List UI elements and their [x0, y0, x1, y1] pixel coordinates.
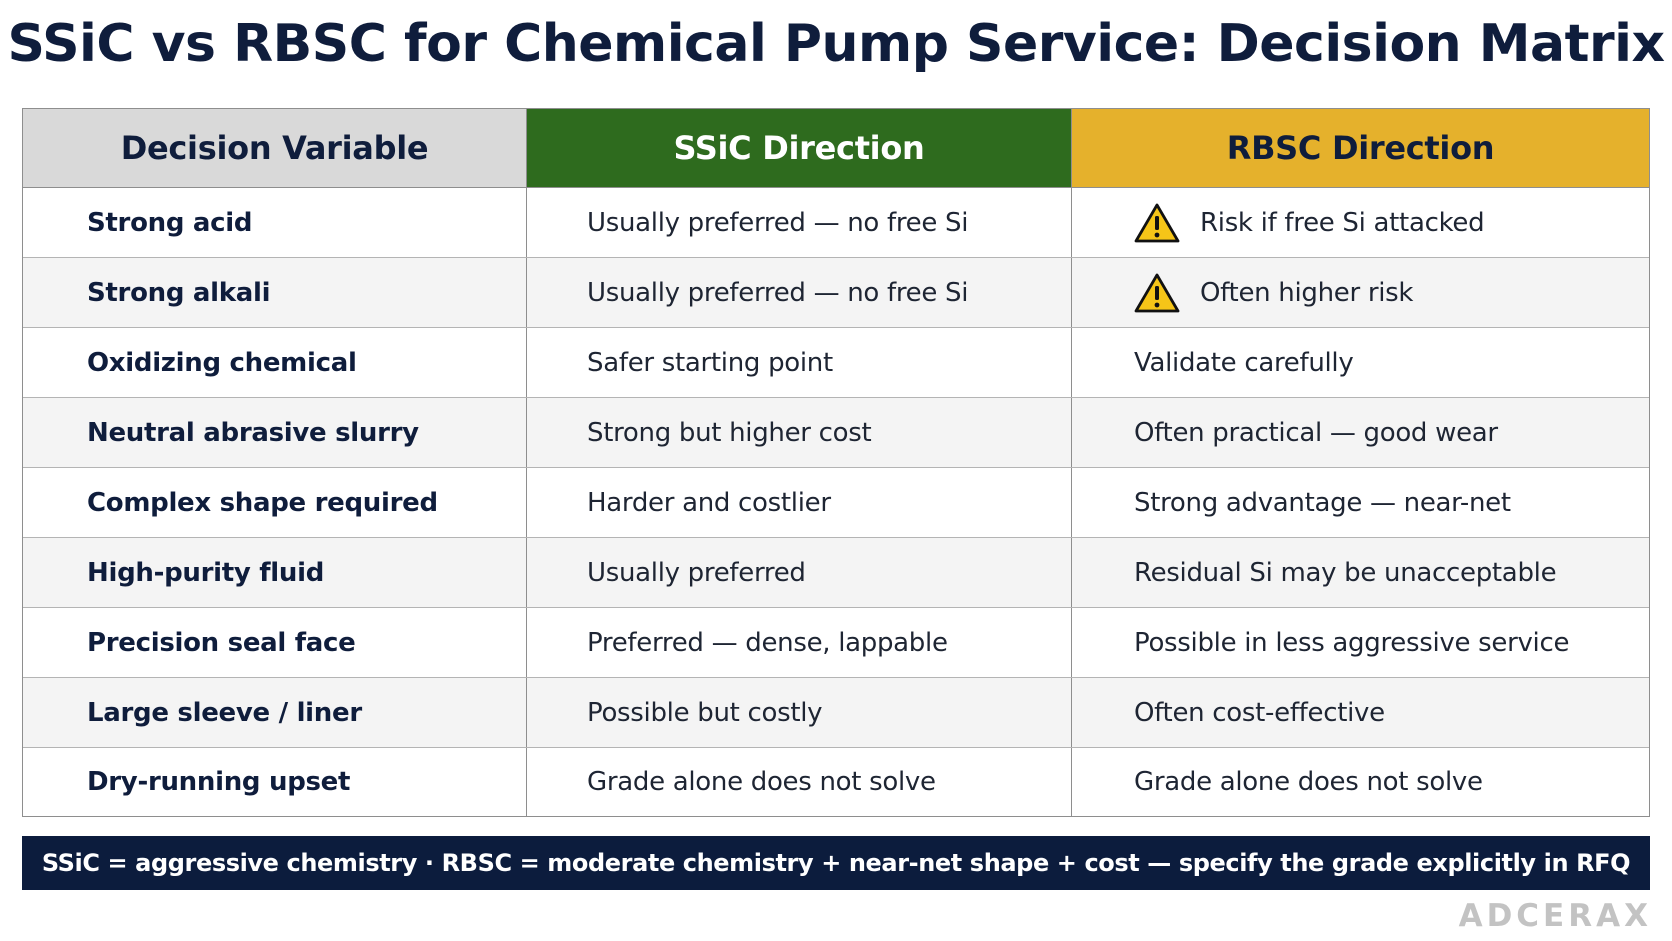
ssic-direction-cell: Possible but costly: [527, 678, 1072, 747]
header-ssic-direction: SSiC Direction: [527, 109, 1072, 187]
decision-variable-cell: High-purity fluid: [23, 538, 527, 607]
ssic-direction-cell: Usually preferred: [527, 538, 1072, 607]
ssic-direction-cell: Usually preferred — no free Si: [527, 188, 1072, 257]
rbsc-direction-text: Risk if free Si attacked: [1200, 207, 1485, 238]
decision-matrix-table: Decision Variable SSiC Direction RBSC Di…: [22, 108, 1650, 817]
decision-variable-cell: Strong alkali: [23, 258, 527, 327]
warning-icon: [1134, 203, 1180, 242]
warning-icon: [1134, 273, 1180, 312]
decision-variable-cell: Precision seal face: [23, 608, 527, 677]
decision-variable-cell: Strong acid: [23, 188, 527, 257]
rbsc-direction-cell: Validate carefully: [1134, 347, 1354, 378]
table-row: Oxidizing chemical Safer starting point …: [23, 328, 1649, 398]
ssic-direction-cell: Safer starting point: [527, 328, 1072, 397]
brand-logo: ADCERAX: [1458, 898, 1652, 934]
table-row: Precision seal face Preferred — dense, l…: [23, 608, 1649, 678]
rbsc-direction-cell: Residual Si may be unacceptable: [1134, 557, 1557, 588]
table-header-row: Decision Variable SSiC Direction RBSC Di…: [23, 109, 1649, 188]
ssic-direction-cell: Usually preferred — no free Si: [527, 258, 1072, 327]
table-row: Neutral abrasive slurry Strong but highe…: [23, 398, 1649, 468]
decision-variable-cell: Large sleeve / liner: [23, 678, 527, 747]
table-row: Complex shape required Harder and costli…: [23, 468, 1649, 538]
table-row: Dry-running upset Grade alone does not s…: [23, 748, 1649, 816]
rbsc-direction-cell: Often cost-effective: [1134, 697, 1385, 728]
page-title: SSiC vs RBSC for Chemical Pump Service: …: [7, 14, 1665, 74]
rbsc-direction-cell: Risk if free Si attacked: [1072, 188, 1649, 257]
decision-variable-cell: Oxidizing chemical: [23, 328, 527, 397]
rbsc-direction-cell: Strong advantage — near-net: [1134, 487, 1511, 518]
rbsc-direction-cell: Grade alone does not solve: [1134, 767, 1483, 797]
table-row: Large sleeve / liner Possible but costly…: [23, 678, 1649, 748]
header-rbsc-direction: RBSC Direction: [1072, 109, 1649, 187]
table-row: High-purity fluid Usually preferred Resi…: [23, 538, 1649, 608]
decision-variable-cell: Dry-running upset: [23, 748, 527, 816]
rbsc-direction-text: Often higher risk: [1200, 277, 1414, 308]
rbsc-direction-cell: Possible in less aggressive service: [1134, 627, 1570, 658]
ssic-direction-cell: Harder and costlier: [527, 468, 1072, 537]
rbsc-direction-cell: Often higher risk: [1072, 258, 1649, 327]
ssic-direction-cell: Strong but higher cost: [527, 398, 1072, 467]
decision-variable-cell: Complex shape required: [23, 468, 527, 537]
decision-variable-cell: Neutral abrasive slurry: [23, 398, 527, 467]
table-row: Strong acid Usually preferred — no free …: [23, 188, 1649, 258]
ssic-direction-cell: Preferred — dense, lappable: [527, 608, 1072, 677]
header-decision-variable: Decision Variable: [23, 109, 527, 187]
table-row: Strong alkali Usually preferred — no fre…: [23, 258, 1649, 328]
rbsc-direction-cell: Often practical — good wear: [1134, 417, 1498, 448]
summary-footer-banner: SSiC = aggressive chemistry · RBSC = mod…: [22, 836, 1650, 890]
ssic-direction-cell: Grade alone does not solve: [527, 748, 1072, 816]
